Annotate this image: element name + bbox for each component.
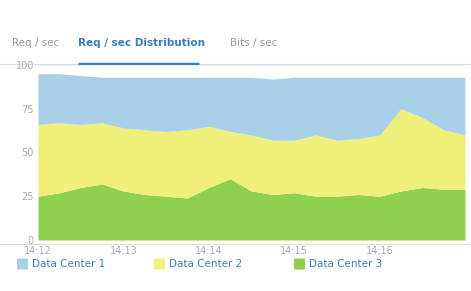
Text: Bits / sec: Bits / sec <box>230 38 277 48</box>
Text: Per Origin Server: Per Origin Server <box>277 9 373 19</box>
Text: |: | <box>282 9 285 19</box>
FancyBboxPatch shape <box>294 258 305 269</box>
Text: Data Center 1: Data Center 1 <box>32 259 105 269</box>
Text: Data Center 3: Data Center 3 <box>309 259 382 269</box>
FancyBboxPatch shape <box>154 258 165 269</box>
Text: Per Data Center: Per Data Center <box>385 9 463 19</box>
FancyBboxPatch shape <box>17 258 28 269</box>
Text: |: | <box>372 9 375 19</box>
Text: Req / sec Distribution: Req / sec Distribution <box>78 38 205 48</box>
Text: Overall Traffic: Overall Traffic <box>216 9 283 19</box>
Text: Data Center 2: Data Center 2 <box>169 259 242 269</box>
Text: Req / sec: Req / sec <box>12 38 59 48</box>
Text: Traffic: Traffic <box>10 8 52 20</box>
